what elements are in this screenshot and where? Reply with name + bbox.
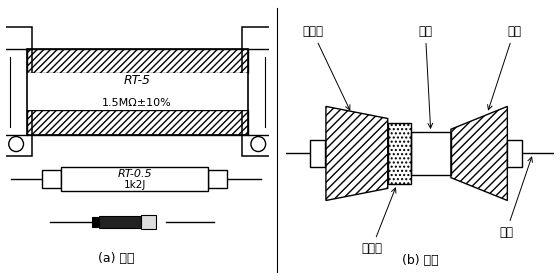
Bar	[141, 215, 156, 229]
Text: 1.5MΩ±10%: 1.5MΩ±10%	[102, 98, 172, 108]
Bar	[27, 73, 248, 110]
Text: 帽盖: 帽盖	[488, 25, 521, 110]
Text: 1k2J: 1k2J	[123, 180, 146, 190]
Text: 碳膜层: 碳膜层	[361, 188, 396, 255]
Bar	[43, 170, 61, 188]
Bar	[410, 132, 451, 175]
Bar	[27, 110, 248, 135]
Bar	[27, 110, 248, 135]
Bar	[1, 27, 32, 156]
Bar	[208, 170, 227, 188]
Bar	[92, 217, 98, 227]
Bar	[388, 123, 410, 184]
Text: 引线: 引线	[499, 157, 533, 239]
Bar	[242, 27, 274, 156]
Bar	[388, 123, 410, 184]
Text: 瓷棒: 瓷棒	[418, 25, 433, 128]
Text: RT-5: RT-5	[124, 74, 151, 87]
Text: RT-0.5: RT-0.5	[117, 169, 152, 179]
Bar	[27, 49, 248, 73]
Circle shape	[251, 137, 265, 151]
Text: (a) 外形: (a) 外形	[98, 252, 134, 265]
Bar	[99, 216, 141, 228]
Bar	[310, 140, 325, 167]
Text: (b) 结构: (b) 结构	[402, 255, 438, 267]
Bar	[27, 49, 248, 73]
Bar	[27, 49, 248, 135]
Text: 保护漆: 保护漆	[302, 25, 350, 110]
Bar	[61, 167, 208, 191]
Bar	[507, 140, 522, 167]
Circle shape	[9, 137, 24, 151]
